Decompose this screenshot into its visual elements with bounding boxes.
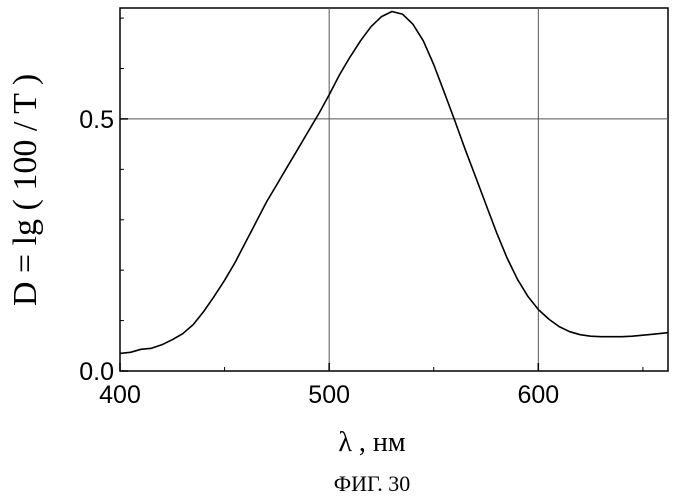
plot-frame [120,8,668,371]
series-layer [120,12,668,354]
tick-labels: 4005006000.00.5 [79,106,559,409]
plot-area-border [120,8,668,371]
x-axis-label: λ , нм [338,427,406,458]
x-tick-label-1: 500 [308,381,350,409]
spectrum-line-0 [120,12,668,354]
figure-caption: ФИГ. 30 [334,471,411,496]
grid [120,8,668,371]
y-axis-label: D = lg ( 100 / T ) [7,74,44,306]
y-tick-label-1: 0.5 [79,106,114,134]
y-tick-label-0: 0.0 [79,358,114,386]
x-tick-label-2: 600 [517,381,559,409]
